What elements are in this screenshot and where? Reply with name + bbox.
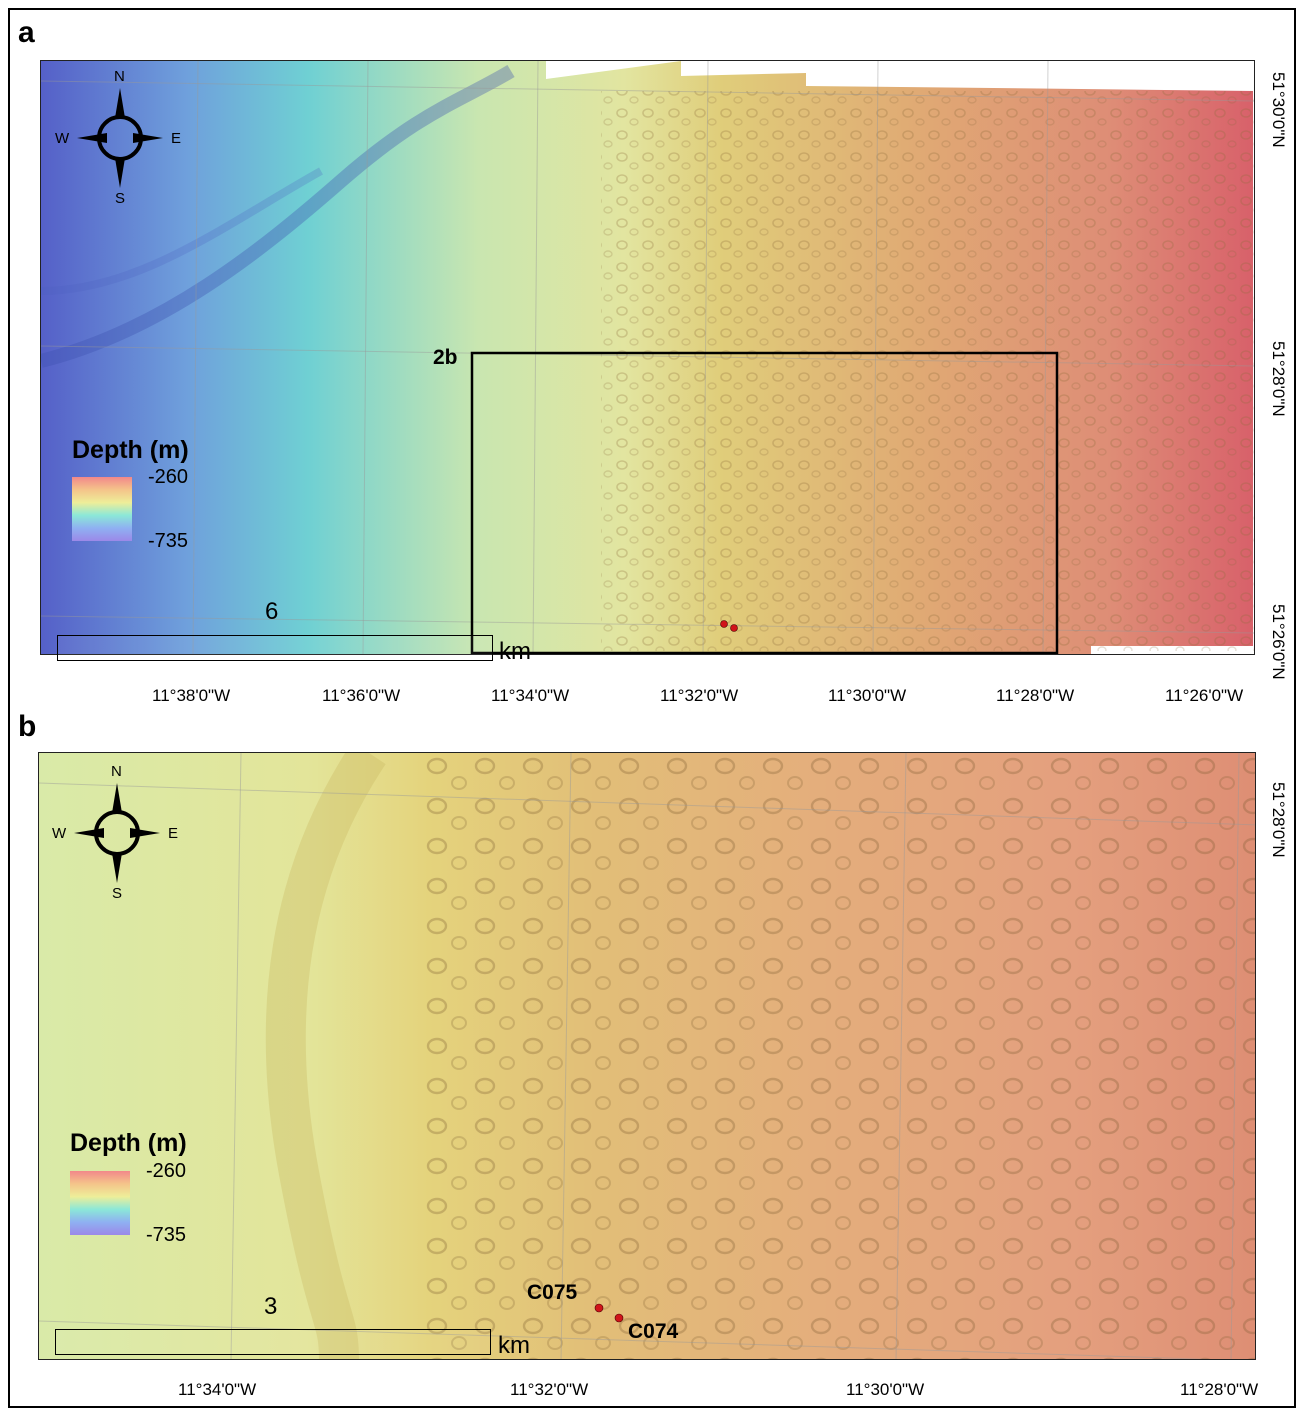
panel-a-lon-tick: 11°36'0"W	[322, 686, 401, 705]
compass-e: E	[171, 130, 182, 147]
panel-b-legend-max: -260	[146, 1160, 187, 1182]
panel-a-legend-max: -260	[148, 466, 189, 488]
panel-a-lon-tick: 11°32'0"W	[660, 686, 739, 705]
panel-b-scale-bar	[55, 1329, 491, 1355]
panel-a-bathymetry	[41, 61, 1254, 654]
panel-a-legend-min: -735	[148, 530, 189, 552]
panel-a-lon-tick: 11°28'0"W	[996, 686, 1075, 705]
panel-a-map	[40, 60, 1255, 655]
panel-a-scale-bar	[57, 635, 493, 661]
panel-a-lat-tick: 51°26'0"N	[1269, 604, 1288, 680]
panel-a-lat-tick: 51°28'0"N	[1269, 341, 1288, 417]
panel-a-lat-tick: 51°30'0"N	[1269, 72, 1288, 148]
panel-b-map	[38, 752, 1256, 1360]
compass-w: W	[52, 825, 67, 842]
panel-b-scale-unit: km	[498, 1332, 530, 1359]
panel-b-scale-value: 3	[264, 1293, 278, 1320]
panel-a-lon-tick: 11°30'0"W	[828, 686, 907, 705]
compass-w: W	[55, 130, 70, 147]
panel-a-lon-tick: 11°38'0"W	[152, 686, 231, 705]
panel-a-compass-icon: N S E W	[55, 68, 185, 208]
panel-b-legend-colorbar	[70, 1171, 130, 1235]
panel-a-scale-unit: km	[499, 638, 531, 665]
panel-b-lon-tick: 11°32'0"W	[510, 1380, 589, 1399]
site-label-c075: C075	[527, 1281, 578, 1304]
site-label-c074: C074	[628, 1320, 679, 1343]
panel-b-bathymetry	[39, 753, 1255, 1359]
compass-n: N	[111, 763, 122, 780]
compass-n: N	[114, 68, 125, 85]
panel-b-lat-tick: 51°28'0"N	[1269, 782, 1288, 858]
panel-b-compass-icon: N S E W	[52, 763, 182, 903]
panel-b-lon-tick: 11°34'0"W	[178, 1380, 257, 1399]
compass-e: E	[168, 825, 179, 842]
panel-b-legend-title: Depth (m)	[70, 1129, 187, 1157]
panel-b-letter: b	[18, 710, 37, 743]
inset-label-2b: 2b	[433, 346, 458, 369]
compass-s: S	[115, 190, 126, 207]
panel-a-legend-title: Depth (m)	[72, 436, 189, 464]
panel-a-legend-colorbar	[72, 477, 132, 541]
panel-a-letter: a	[18, 16, 35, 49]
panel-b-legend-min: -735	[146, 1224, 187, 1246]
panel-b-lon-tick: 11°30'0"W	[846, 1380, 925, 1399]
panel-a-lon-tick: 11°26'0"W	[1165, 686, 1244, 705]
compass-s: S	[112, 885, 123, 902]
figure-frame	[8, 8, 1296, 1408]
panel-a-lon-tick: 11°34'0"W	[491, 686, 570, 705]
panel-a-scale-value: 6	[265, 598, 279, 625]
panel-b-lon-tick: 11°28'0"W	[1180, 1380, 1259, 1399]
